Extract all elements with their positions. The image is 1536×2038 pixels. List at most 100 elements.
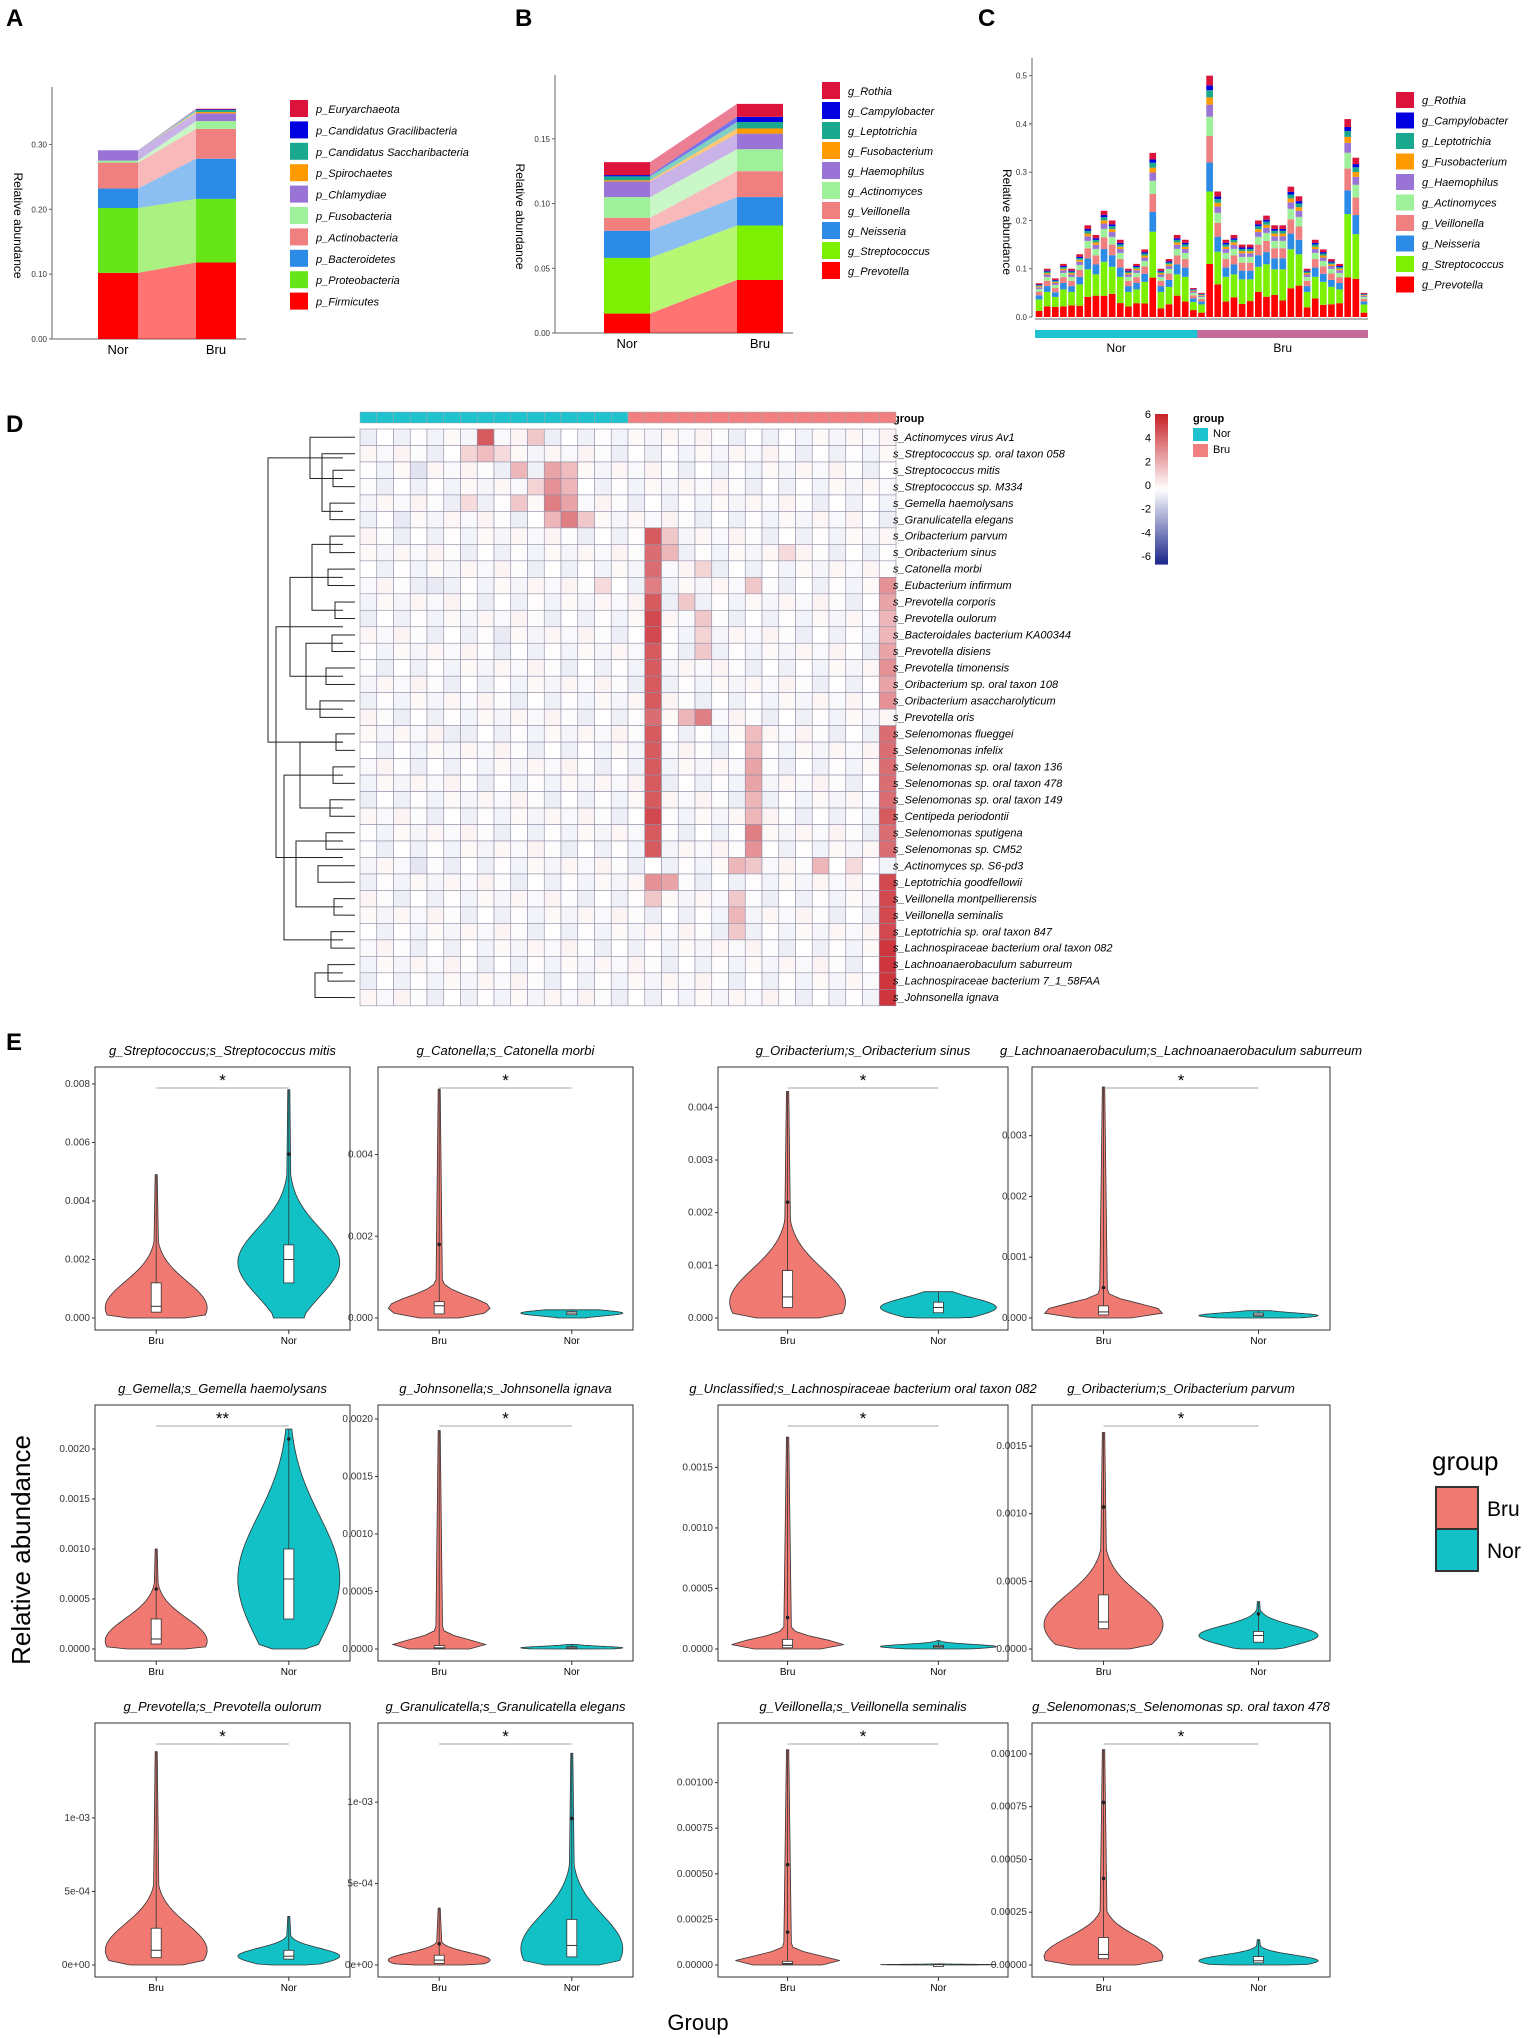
- bar-segment-g-neisseria-nor: [604, 230, 650, 258]
- color-scale-step: [1155, 494, 1168, 498]
- bar-segment-p-fusobacteria-bru: [196, 121, 236, 129]
- heatmap-cell: [862, 774, 880, 792]
- heatmap-cell: [694, 873, 713, 891]
- legend-swatch-g-neisseria: [822, 222, 840, 239]
- heatmap-cell: [543, 659, 562, 677]
- heatmap-cell: [694, 791, 713, 809]
- violin-y-tick-label: 1e-03: [64, 1813, 90, 1824]
- sample-bar-segment-g-veillonella: [1311, 259, 1319, 268]
- heatmap-cell: [493, 577, 512, 595]
- heatmap-cell: [393, 972, 411, 990]
- heatmap-cell: [778, 445, 796, 463]
- heatmap-cell: [677, 593, 696, 611]
- heatmap-cell: [577, 675, 595, 693]
- heatmap-cell: [476, 560, 495, 578]
- heatmap-cell: [728, 445, 746, 463]
- heatmap-cell: [761, 840, 780, 858]
- heatmap-cell: [828, 939, 847, 957]
- heatmap-cell: [359, 708, 378, 726]
- heatmap-cell: [795, 642, 813, 661]
- heatmap-cell: [610, 857, 629, 875]
- sample-bar-segment-g-prevotella: [1246, 301, 1254, 317]
- sample-bar-segment-g-campylobacter: [1246, 247, 1254, 249]
- sample-bar-segment-g-campylobacter: [1173, 238, 1181, 240]
- box-nor: [1253, 1631, 1264, 1643]
- sample-bar-segment-g-campylobacter: [1092, 238, 1100, 240]
- sample-bar-segment-g-haemophilus: [1303, 274, 1311, 277]
- heatmap-cell: [744, 956, 763, 974]
- bar-segment-p-candidatus-gracilibacteria-bru: [196, 109, 236, 111]
- heatmap-cell: [426, 461, 445, 479]
- heatmap-cell: [627, 692, 646, 710]
- heatmap-cell: [594, 659, 612, 677]
- legend-label-p-spirochaetes: p_Spirochaetes: [315, 168, 393, 180]
- violin-y-tick-label: 0.002: [348, 1231, 373, 1242]
- heatmap-row-label: s_Prevotella corporis: [893, 597, 996, 609]
- c-y-tick-label: 0.1: [1016, 265, 1028, 274]
- heatmap-cell: [795, 873, 813, 891]
- heatmap-cell: [778, 577, 796, 595]
- box-bru: [433, 1954, 445, 1964]
- dendrogram-branch: [314, 972, 343, 999]
- heatmap-cell: [476, 577, 495, 595]
- violin-panel-g-oribacterium-s-oribacterium-parvum: g_Oribacterium;s_Oribacterium parvum0.00…: [996, 1381, 1331, 1678]
- heatmap-cell: [845, 725, 863, 743]
- heatmap-cell: [594, 445, 612, 463]
- heatmap-cell: [677, 659, 696, 677]
- c-legend-swatch-g-neisseria: [1396, 235, 1414, 252]
- heatmap-cell: [376, 741, 394, 759]
- sample-bar-segment-g-actinomyces: [1238, 256, 1246, 263]
- heatmap-cell: [711, 692, 729, 710]
- color-scale-tick-label: 6: [1145, 409, 1151, 421]
- heatmap-cell: [811, 494, 830, 512]
- sample-bar-segment-g-neisseria: [1043, 286, 1051, 292]
- heatmap-cell: [744, 626, 763, 644]
- color-scale-step: [1155, 511, 1168, 515]
- heatmap-cell: [828, 791, 847, 809]
- sample-bar-segment-g-rothia: [1246, 244, 1254, 248]
- heatmap-cell: [627, 593, 646, 611]
- sample-bar-segment-g-neisseria: [1295, 239, 1303, 255]
- heatmap-cell: [476, 511, 495, 529]
- color-scale-step: [1155, 554, 1168, 558]
- heatmap-cell: [778, 807, 796, 825]
- heatmap-cell: [728, 873, 746, 891]
- legend-swatch-g-fusobacterium: [822, 142, 840, 159]
- heatmap-cell: [443, 626, 461, 644]
- heatmap-cell: [811, 659, 830, 677]
- heatmap-cell: [443, 989, 461, 1007]
- heatmap-cell: [527, 939, 545, 957]
- heatmap-cell: [661, 774, 679, 792]
- heatmap-cell: [711, 939, 729, 957]
- sample-bar-segment-g-haemophilus: [1271, 236, 1278, 241]
- heatmap-cell: [527, 593, 545, 611]
- heatmap-row-label: s_Selenomonas sp. oral taxon 136: [893, 761, 1063, 773]
- violin-y-tick-label: 5e-04: [64, 1886, 90, 1897]
- color-scale-step: [1155, 464, 1168, 468]
- sample-bar-segment-g-streptococcus: [1190, 301, 1197, 311]
- heatmap-cell: [661, 758, 679, 776]
- heatmap-cell: [778, 527, 796, 545]
- heatmap-cell: [409, 675, 428, 693]
- heatmap-cell: [393, 609, 411, 628]
- flow-band-p-euryarchaeota: [138, 108, 196, 151]
- sample-bar-segment-g-veillonella: [1295, 226, 1303, 240]
- color-scale-step: [1155, 519, 1168, 523]
- heatmap-cell: [543, 626, 562, 644]
- heatmap-cell: [476, 659, 495, 677]
- heatmap-cell: [728, 494, 746, 512]
- sample-bar-segment-g-leptotrichia: [1133, 267, 1140, 269]
- heatmap-row-label: s_Veillonella seminalis: [893, 910, 1004, 922]
- sample-bar-segment-g-haemophilus: [1279, 236, 1287, 241]
- sample-bar-segment-g-actinomyces: [1206, 116, 1213, 136]
- heatmap-cell: [594, 725, 612, 743]
- heatmap-cell: [493, 593, 512, 611]
- heatmap-cell: [443, 939, 461, 957]
- sample-bar-segment-g-prevotella: [1198, 312, 1205, 317]
- sample-bar-segment-g-rothia: [1141, 249, 1148, 253]
- heatmap-cell: [359, 544, 378, 562]
- heatmap-cell: [828, 692, 847, 710]
- sample-bar-segment-g-leptotrichia: [1084, 230, 1092, 234]
- heatmap-cell: [409, 758, 428, 776]
- heatmap-cell: [443, 445, 461, 463]
